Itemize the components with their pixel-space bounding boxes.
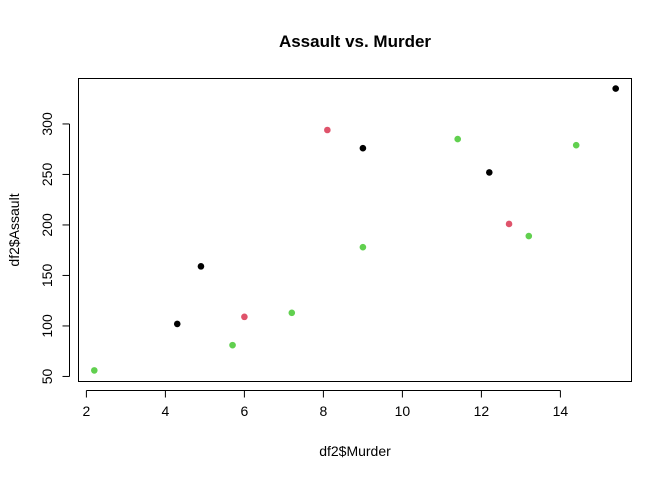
data-point [572,141,580,149]
y-tick-label: 100 [39,314,55,338]
data-point [91,367,98,374]
data-point [454,135,462,143]
data-point [173,320,181,328]
data-point [324,126,331,134]
y-tick-label: 250 [39,163,55,187]
x-axis: 2 4 6 8 10 12 14 [83,390,569,419]
data-point [288,309,296,317]
data-point [197,263,205,270]
x-tick-label: 2 [83,403,91,419]
data-point [359,144,367,152]
x-tick-label: 4 [162,403,170,419]
data-point [229,341,236,349]
x-tick-label: 8 [320,403,328,419]
y-axis-label: df2$Assault [6,193,22,266]
plot-frame [78,78,632,382]
data-point [241,313,248,321]
y-axis: 50 100 150 200 250 300 [39,112,70,384]
y-tick-label: 50 [39,368,55,384]
data-point [612,85,619,92]
data-point [359,243,367,251]
x-tick-label: 12 [474,403,490,419]
data-points [91,85,619,374]
x-tick-label: 14 [553,403,569,419]
data-point [505,220,513,228]
chart-title: Assault vs. Murder [279,32,431,51]
y-tick-label: 150 [39,264,55,288]
x-tick-label: 10 [395,403,411,419]
y-tick-label: 300 [39,112,55,136]
x-tick-label: 6 [241,403,249,419]
y-tick-label: 200 [39,213,55,237]
x-axis-label: df2$Murder [319,443,391,459]
data-point [525,232,533,240]
data-point [486,169,493,176]
